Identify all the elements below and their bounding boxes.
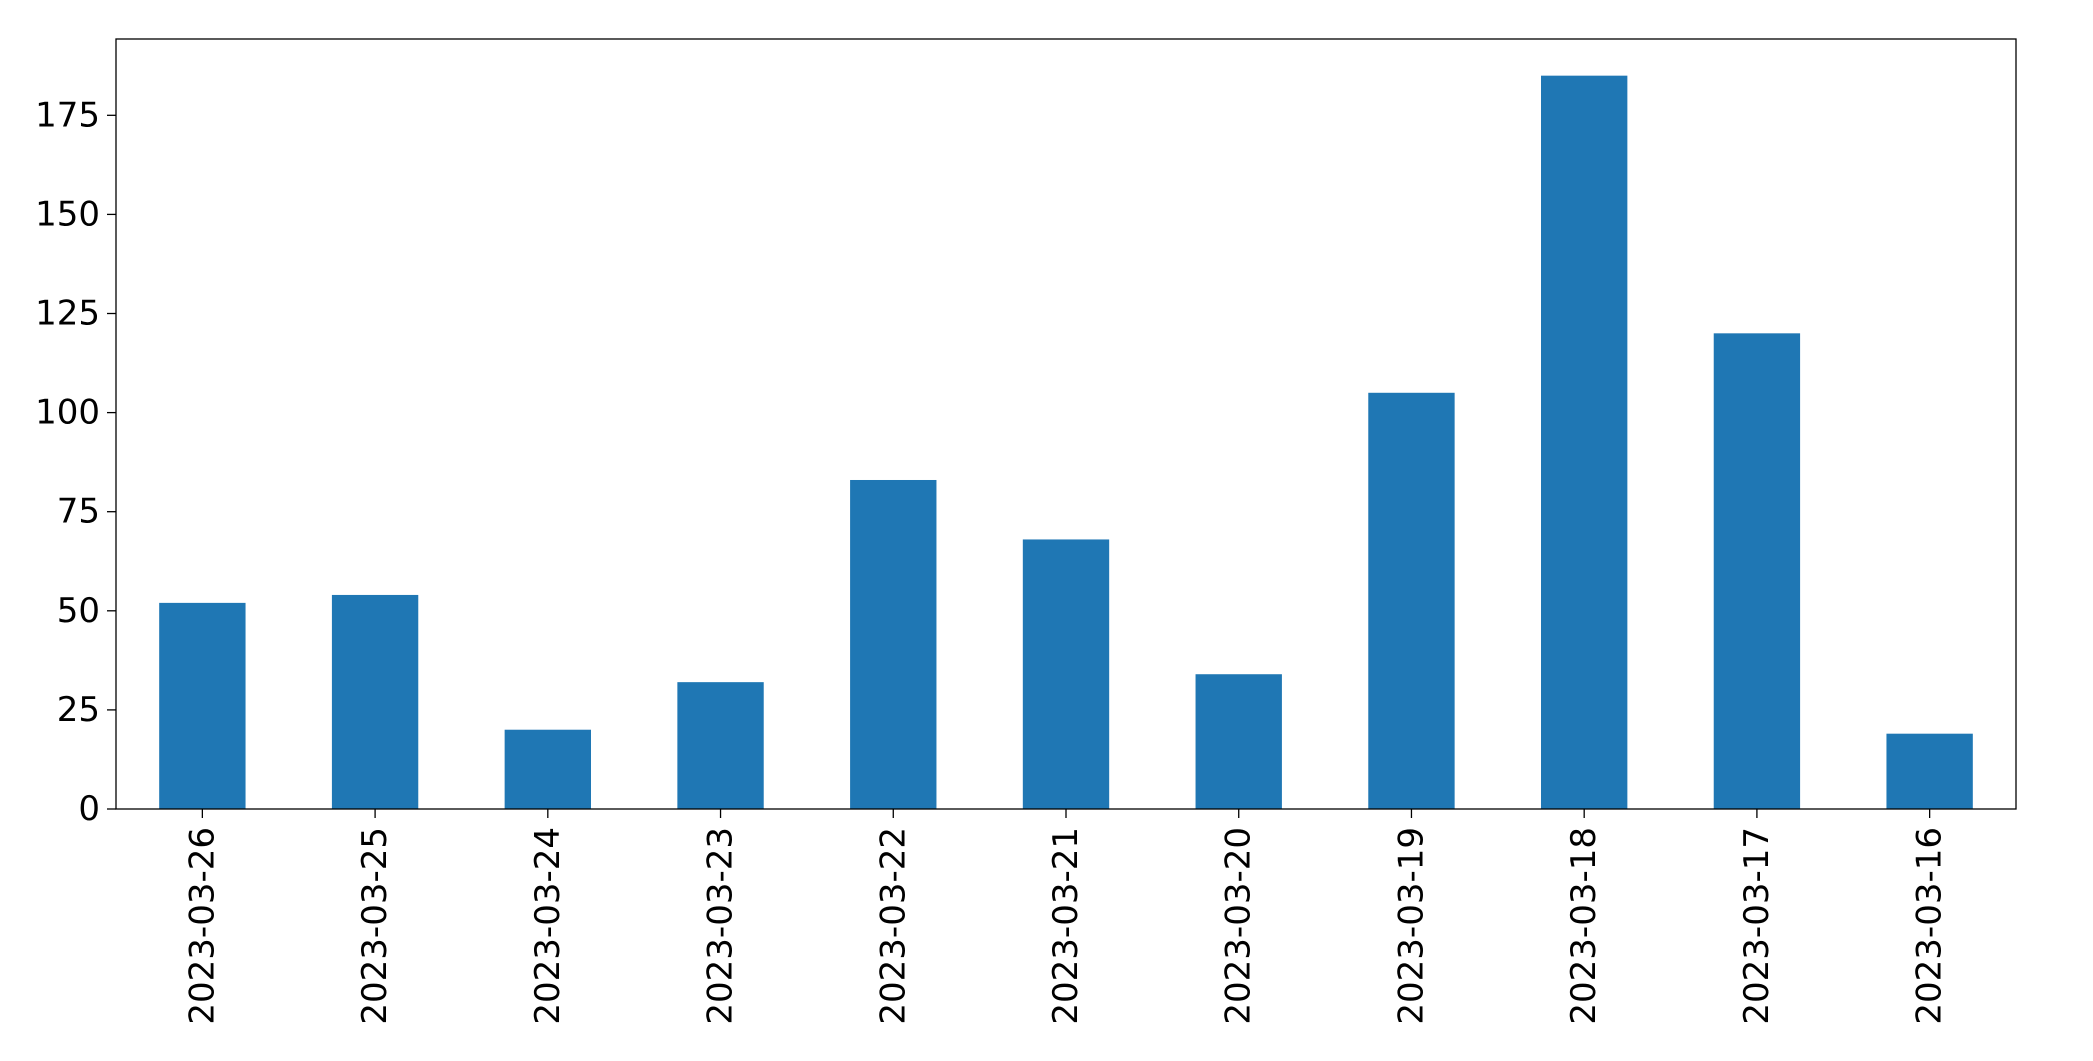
x-tick-label: 2023-03-21	[1046, 827, 1086, 1025]
x-tick-label: 2023-03-22	[873, 827, 913, 1025]
y-tick-label: 100	[35, 393, 100, 433]
y-tick-label: 125	[35, 294, 100, 334]
y-tick-label: 150	[35, 194, 100, 234]
x-tick-label: 2023-03-23	[701, 827, 741, 1025]
x-tick-label: 2023-03-20	[1219, 827, 1259, 1025]
y-tick-label: 175	[35, 95, 100, 135]
y-tick-label: 75	[57, 492, 100, 532]
bar	[850, 479, 937, 809]
x-tick-label: 2023-03-16	[1910, 827, 1950, 1025]
bar	[677, 682, 764, 809]
x-tick-label: 2023-03-25	[355, 827, 395, 1025]
bar	[1541, 75, 1628, 809]
bar	[504, 729, 591, 809]
x-tick-label: 2023-03-26	[182, 827, 222, 1025]
plot-frame	[115, 38, 2017, 810]
bar	[331, 594, 419, 809]
bar	[1022, 539, 1110, 809]
x-tick-label: 2023-03-17	[1737, 827, 1777, 1025]
x-tick-label: 2023-03-24	[528, 827, 568, 1025]
y-tick-label: 50	[57, 591, 100, 631]
bar	[1713, 333, 1801, 809]
bar	[1368, 392, 1455, 809]
x-tick-label: 2023-03-19	[1391, 827, 1431, 1025]
bar	[1886, 733, 1973, 809]
y-tick-label: 0	[78, 789, 100, 829]
x-tick-label: 2023-03-18	[1564, 827, 1604, 1025]
bar	[1195, 674, 1282, 809]
y-tick-label: 25	[57, 690, 100, 730]
bar	[159, 602, 246, 809]
